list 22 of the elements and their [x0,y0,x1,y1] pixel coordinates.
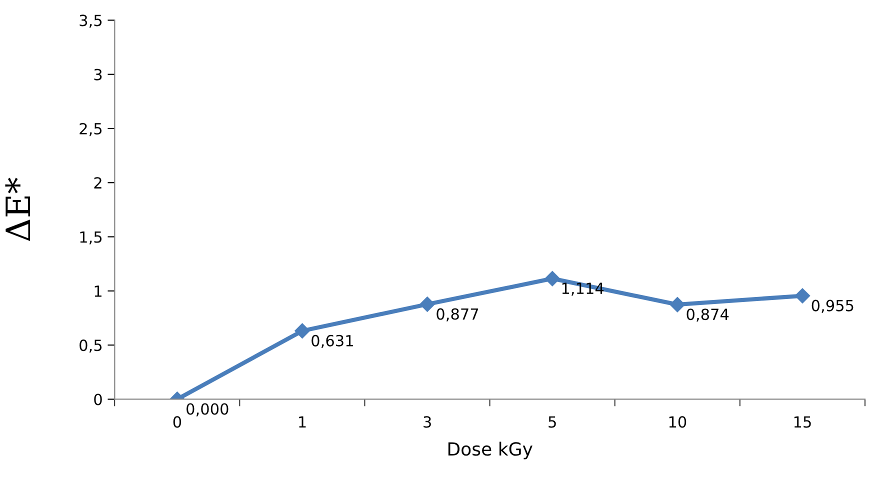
y-tick-label: 3,5 [80,14,102,28]
x-tick-label: 0 [173,416,182,428]
x-tick-label: 10 [669,416,686,428]
data-label: 0,000 [186,403,228,416]
y-tick-label: 1,5 [80,231,102,244]
y-tick-label: 1 [94,286,102,297]
x-tick-label: 5 [548,416,556,428]
data-label: 0,955 [812,300,854,313]
data-label: 0,874 [686,308,729,322]
x-tick-label: 15 [794,416,811,428]
x-tick-label: 1 [299,416,306,428]
data-label: 0,877 [436,308,478,322]
y-axis-title: ΔE* [5,178,30,241]
x-axis-title: Dose kGy [448,442,532,460]
data-label: 0,631 [312,334,353,348]
y-tick-label: 3 [94,68,102,80]
x-tick-label: 3 [424,416,431,428]
y-tick-label: 2,5 [80,122,102,136]
y-tick-label: 0 [94,394,102,406]
data-label: 1,114 [562,282,604,296]
y-tick-label: 2 [94,177,102,188]
y-tick-label: 0,5 [80,340,102,353]
